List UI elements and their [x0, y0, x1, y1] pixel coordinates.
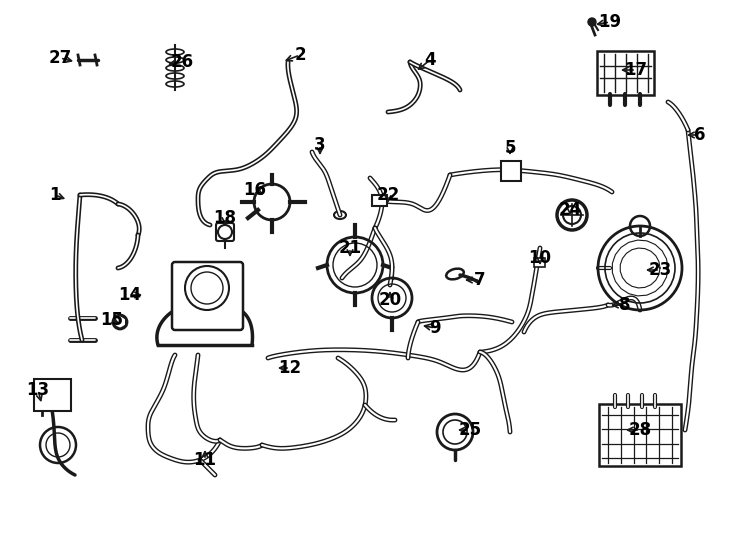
Text: 12: 12 [278, 359, 302, 377]
Text: 24: 24 [559, 201, 581, 219]
Text: 1: 1 [49, 186, 61, 204]
Text: 25: 25 [459, 421, 482, 439]
FancyBboxPatch shape [216, 223, 234, 241]
Text: 28: 28 [628, 421, 652, 439]
Text: 18: 18 [214, 209, 236, 227]
Text: 22: 22 [377, 186, 399, 204]
Text: 16: 16 [244, 181, 266, 199]
Text: 17: 17 [625, 61, 647, 79]
Text: 10: 10 [528, 249, 551, 267]
Text: 6: 6 [694, 126, 706, 144]
FancyBboxPatch shape [501, 161, 521, 181]
Text: 23: 23 [648, 261, 672, 279]
FancyBboxPatch shape [597, 51, 654, 95]
Text: 9: 9 [429, 319, 441, 337]
Text: 4: 4 [424, 51, 436, 69]
Text: 11: 11 [194, 451, 217, 469]
Text: 2: 2 [294, 46, 306, 64]
FancyBboxPatch shape [534, 258, 545, 267]
Text: 15: 15 [101, 311, 123, 329]
Text: 8: 8 [619, 296, 631, 314]
FancyBboxPatch shape [172, 262, 243, 330]
Text: 19: 19 [598, 13, 622, 31]
FancyBboxPatch shape [599, 404, 681, 466]
Text: 27: 27 [48, 49, 72, 67]
Text: 21: 21 [338, 239, 362, 257]
Text: 13: 13 [26, 381, 50, 399]
Circle shape [588, 18, 596, 26]
Text: 3: 3 [314, 136, 326, 154]
Text: 20: 20 [379, 291, 401, 309]
Text: 14: 14 [118, 286, 142, 304]
Text: 7: 7 [474, 271, 486, 289]
Text: 26: 26 [170, 53, 194, 71]
Text: 5: 5 [504, 139, 516, 157]
FancyBboxPatch shape [371, 194, 387, 206]
FancyBboxPatch shape [34, 379, 71, 411]
